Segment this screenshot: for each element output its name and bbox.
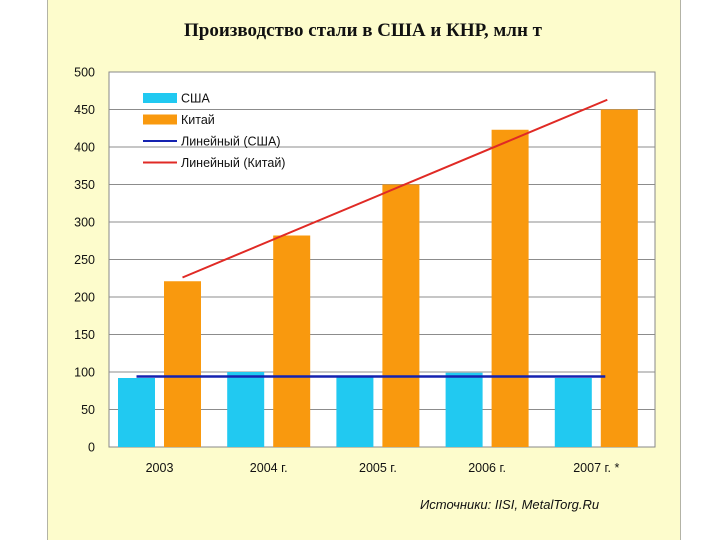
trendline-china xyxy=(182,98,608,279)
bar-usa xyxy=(227,372,265,447)
x-tick-label: 2004 г. xyxy=(250,461,288,475)
bar-usa xyxy=(445,372,483,447)
legend-label: Линейный (США) xyxy=(181,135,281,149)
bar-usa xyxy=(118,378,155,447)
bar-china xyxy=(491,129,529,447)
y-tick-label: 200 xyxy=(74,291,95,305)
y-tick-label: 500 xyxy=(74,66,95,80)
x-tick-label: 2006 г. xyxy=(468,461,506,475)
bar-usa xyxy=(554,378,592,447)
trendlines xyxy=(136,98,608,378)
chart-title: Производство стали в США и КНР, млн т xyxy=(184,20,542,41)
y-tick-label: 50 xyxy=(81,403,95,417)
bar-usa xyxy=(336,375,374,447)
legend-swatch xyxy=(143,114,177,125)
x-tick-label: 2007 г. * xyxy=(573,461,619,475)
bar-china xyxy=(164,281,201,447)
y-tick-label: 450 xyxy=(74,103,95,117)
y-tick-label: 100 xyxy=(74,366,95,380)
source-note: Источники: IISI, MetalTorg.Ru xyxy=(420,497,600,512)
legend-label: Китай xyxy=(181,113,215,127)
y-tick-label: 400 xyxy=(74,141,95,155)
legend-label: Линейный (Китай) xyxy=(181,156,285,170)
x-tick-label: 2005 г. xyxy=(359,461,397,475)
legend-swatch xyxy=(143,93,177,103)
legend-label: США xyxy=(181,92,210,106)
legend: США Китай Линейный (США) Линейный (Китай) xyxy=(143,92,285,170)
y-tick-label: 250 xyxy=(74,253,95,267)
bars xyxy=(118,109,638,447)
bar-china xyxy=(382,184,420,447)
y-axis: 0 50 100 150 200 250 300 350 400 450 500 xyxy=(74,66,95,455)
y-tick-label: 150 xyxy=(74,328,95,342)
x-axis: 2003 2004 г. 2005 г. 2006 г. 2007 г. * xyxy=(146,461,620,475)
y-tick-label: 300 xyxy=(74,216,95,230)
y-tick-label: 0 xyxy=(88,441,95,455)
y-tick-label: 350 xyxy=(74,178,95,192)
x-tick-label: 2003 xyxy=(146,461,174,475)
bar-china xyxy=(600,109,638,447)
bar-china xyxy=(273,235,311,447)
